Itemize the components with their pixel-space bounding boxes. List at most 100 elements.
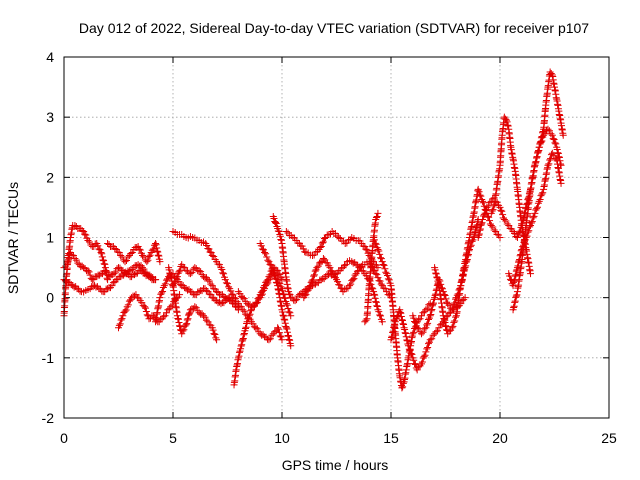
- data-marker: [69, 252, 77, 260]
- data-marker: [506, 224, 514, 232]
- data-point: [186, 306, 194, 314]
- data-marker: [271, 271, 279, 279]
- data-marker: [397, 309, 405, 317]
- data-point: [162, 309, 170, 317]
- data-point: [243, 300, 251, 308]
- data-marker: [206, 248, 214, 256]
- data-marker: [181, 264, 189, 272]
- data-marker: [445, 327, 453, 335]
- data-marker: [396, 308, 404, 316]
- data-marker: [145, 253, 153, 261]
- data-marker: [186, 309, 194, 317]
- data-marker: [185, 310, 193, 318]
- data-marker: [161, 280, 169, 288]
- data-marker: [516, 256, 524, 264]
- y-tick-label: 4: [46, 49, 54, 65]
- data-marker: [511, 272, 519, 280]
- data-marker: [241, 325, 249, 333]
- data-marker: [154, 251, 162, 259]
- data-marker: [511, 297, 519, 305]
- data-marker: [528, 218, 536, 226]
- data-marker: [286, 336, 294, 344]
- data-marker: [367, 280, 375, 288]
- data-marker: [449, 304, 457, 312]
- data-marker: [267, 261, 275, 269]
- data-marker: [95, 245, 103, 253]
- data-marker: [337, 284, 345, 292]
- data-point: [152, 276, 160, 284]
- data-marker: [325, 230, 333, 238]
- data-marker: [513, 291, 521, 299]
- data-marker: [516, 227, 524, 235]
- data-marker: [554, 150, 562, 158]
- data-marker: [399, 320, 407, 328]
- data-marker: [389, 327, 397, 335]
- data-point: [110, 270, 118, 278]
- data-marker: [113, 265, 121, 273]
- data-marker: [130, 292, 138, 300]
- data-marker: [429, 300, 437, 308]
- data-point: [138, 264, 146, 272]
- data-marker: [325, 262, 333, 270]
- data-point: [404, 342, 412, 350]
- data-marker: [279, 311, 287, 319]
- data-marker: [103, 269, 111, 277]
- data-marker: [188, 269, 196, 277]
- data-point: [195, 267, 203, 275]
- data-marker: [380, 261, 388, 269]
- data-marker: [149, 245, 157, 253]
- data-marker: [404, 340, 412, 348]
- data-marker: [266, 260, 274, 268]
- data-marker: [152, 241, 160, 249]
- data-point: [295, 291, 303, 299]
- data-marker: [281, 316, 289, 324]
- data-marker: [285, 290, 293, 298]
- data-marker: [94, 242, 102, 250]
- data-marker: [218, 265, 226, 273]
- data-marker: [362, 316, 370, 324]
- data-marker: [204, 245, 212, 253]
- data-marker: [159, 287, 167, 295]
- data-marker: [480, 211, 488, 219]
- data-marker: [310, 271, 318, 279]
- data-marker: [272, 275, 280, 283]
- data-marker: [419, 309, 427, 317]
- data-point: [234, 306, 242, 314]
- data-point: [422, 306, 430, 314]
- data-marker: [399, 379, 407, 387]
- data-marker: [78, 226, 86, 234]
- data-marker: [445, 301, 453, 309]
- data-marker: [424, 344, 432, 352]
- data-marker: [239, 335, 247, 343]
- data-marker: [276, 332, 284, 340]
- data-marker: [362, 245, 370, 253]
- data-marker: [175, 318, 183, 326]
- data-marker: [242, 323, 250, 331]
- data-marker: [445, 309, 453, 317]
- data-marker: [370, 290, 378, 298]
- data-marker: [290, 296, 298, 304]
- data-marker: [321, 235, 329, 243]
- data-marker: [535, 147, 543, 155]
- data-marker: [153, 244, 161, 252]
- data-point: [182, 285, 190, 293]
- data-marker: [340, 262, 348, 270]
- data-point: [522, 234, 530, 241]
- data-marker: [450, 318, 458, 326]
- data-point: [341, 240, 349, 248]
- data-marker: [207, 291, 215, 299]
- data-marker: [263, 335, 271, 343]
- data-marker: [238, 341, 246, 349]
- data-marker: [342, 261, 350, 269]
- data-marker: [86, 271, 94, 279]
- data-marker: [511, 276, 519, 284]
- data-marker: [420, 353, 428, 361]
- data-point: [152, 240, 160, 248]
- data-point: [496, 234, 504, 241]
- data-marker: [405, 345, 413, 353]
- data-marker: [432, 328, 440, 336]
- data-marker: [280, 312, 288, 320]
- data-marker: [304, 286, 312, 294]
- data-marker: [175, 268, 183, 276]
- data-marker: [271, 328, 279, 336]
